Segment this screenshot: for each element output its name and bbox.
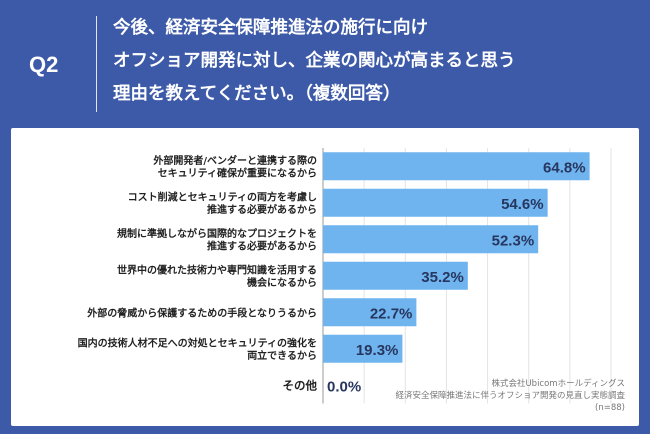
category-label: 世界中の優れた技術力や専門知識を活用する — [117, 264, 317, 277]
category-label: 国内の技術人材不足への対処とセキュリティの強化を — [78, 337, 317, 350]
bar-value-label: 35.2% — [421, 269, 464, 286]
bar-value-label: 52.3% — [492, 232, 535, 249]
question-line-2: オフショア開発に対し、企業の関心が高まると思う — [113, 51, 516, 71]
bar-value-label: 54.6% — [501, 196, 544, 213]
category-label: 外部の脅威から保護するための手段となりうるから — [86, 306, 317, 319]
bar — [323, 298, 417, 327]
category-label: 両立できるから — [247, 349, 317, 362]
category-label: 推進する必要があるから — [207, 203, 317, 216]
survey-source: 株式会社Ubicomホールディングス 経済安全保障推進法に伴うオフショア開発の見… — [395, 378, 625, 414]
source-survey: 経済安全保障推進法に伴うオフショア開発の見直し実態調査 — [395, 391, 625, 401]
bar-value-label: 22.7% — [370, 305, 413, 322]
bar — [323, 225, 539, 254]
chart-panel: 64.8% 外部開発者/ベンダーと連携する際の セキュリティ確保が重要になるから 54… — [11, 128, 639, 426]
source-company: 株式会社Ubicomホールディングス — [491, 379, 625, 389]
source-sample-size: (n=88) — [595, 403, 625, 413]
category-label: コスト削減とセキュリティの両方を考慮し — [128, 191, 317, 204]
bar-value-label: 64.8% — [543, 159, 586, 176]
question-line-1: 今後、経済安全保障推進法の施行に向け — [113, 18, 428, 38]
bar — [323, 334, 403, 363]
category-label: 外部開発者/ベンダーと連携する際の — [152, 154, 317, 167]
question-line-3: 理由を教えてください。（複数回答） — [113, 84, 401, 104]
category-label: 機会になるから — [247, 276, 317, 289]
bar — [323, 261, 468, 290]
question-text: 今後、経済安全保障推進法の施行に向け オフショア開発に対し、企業の関心が高まると… — [113, 12, 633, 111]
question-number: Q2 — [29, 52, 59, 77]
bar — [323, 188, 548, 217]
category-label: 推進する必要があるから — [207, 240, 317, 253]
question-divider — [96, 16, 97, 112]
bar-value-label: 19.3% — [356, 342, 399, 359]
question-header: Q2 今後、経済安全保障推進法の施行に向け オフショア開発に対し、企業の関心が高… — [0, 0, 650, 128]
bar-value-label: 0.0% — [327, 378, 361, 395]
category-label: その他 — [283, 378, 318, 392]
bar — [323, 152, 590, 181]
category-label: セキュリティ確保が重要になるから — [158, 167, 317, 180]
category-label: 規制に準拠しながら国際的なプロジェクトを — [117, 227, 317, 240]
